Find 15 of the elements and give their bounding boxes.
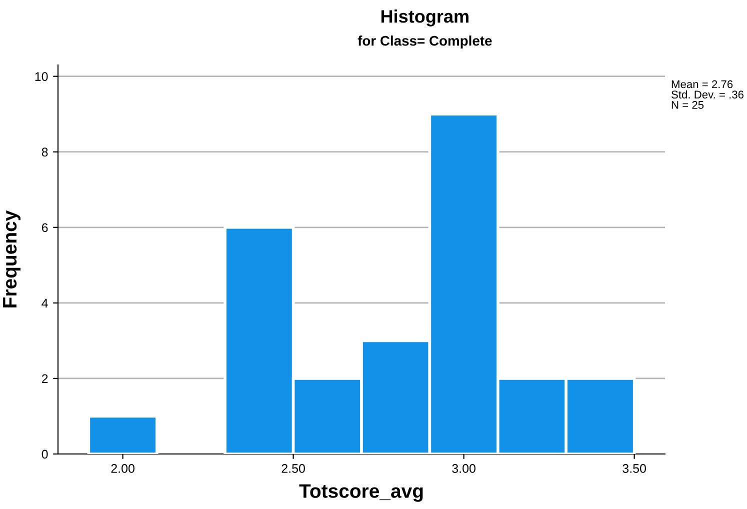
y-tick-label: 10 bbox=[35, 72, 48, 81]
y-tick-label: 4 bbox=[42, 298, 48, 308]
x-tick-label: 3.00 bbox=[452, 464, 476, 473]
x-tick-label: 2.50 bbox=[282, 464, 305, 473]
x-tick-label: 2.00 bbox=[111, 464, 134, 473]
y-tick-label: 2 bbox=[42, 374, 48, 383]
y-tick-label: 8 bbox=[42, 148, 48, 157]
x-axis-title: Totscore_avg bbox=[299, 484, 423, 502]
chart-subtitle: for Class= Complete bbox=[358, 36, 492, 48]
chart-title: Histogram bbox=[381, 10, 468, 26]
text: Mean = 2.76 Std. Dev. = .36 N = 25 bbox=[672, 80, 744, 109]
y-tick-label: 0 bbox=[42, 450, 48, 459]
y-tick-label: 6 bbox=[42, 223, 48, 232]
x-tick-label: 3.50 bbox=[622, 464, 646, 473]
y-axis-title: Frequency bbox=[3, 210, 20, 308]
